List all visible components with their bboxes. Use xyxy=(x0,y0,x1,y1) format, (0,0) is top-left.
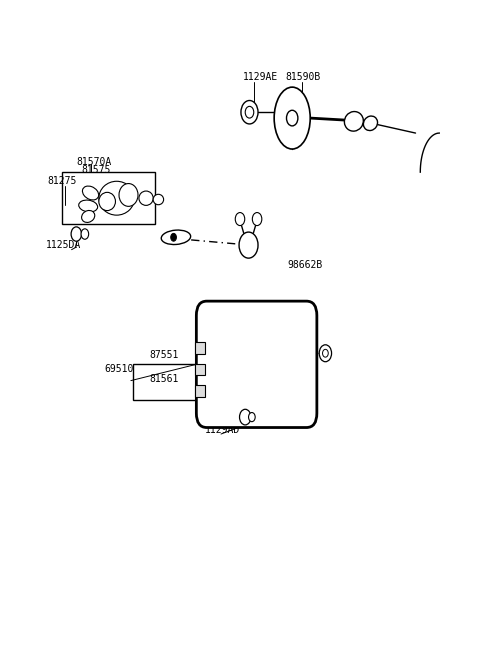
Circle shape xyxy=(171,233,177,241)
Bar xyxy=(133,365,207,400)
Circle shape xyxy=(240,409,251,425)
Text: 1125DA: 1125DA xyxy=(46,240,81,250)
Ellipse shape xyxy=(119,183,138,206)
Ellipse shape xyxy=(161,230,191,244)
Ellipse shape xyxy=(274,87,310,149)
Text: 1129AE: 1129AE xyxy=(242,72,277,82)
Circle shape xyxy=(287,110,298,126)
Circle shape xyxy=(239,232,258,258)
Ellipse shape xyxy=(82,210,95,223)
Circle shape xyxy=(235,213,245,225)
Text: 69510: 69510 xyxy=(105,364,134,374)
Circle shape xyxy=(71,227,82,241)
Ellipse shape xyxy=(139,191,153,206)
Circle shape xyxy=(249,413,255,422)
Bar xyxy=(195,385,205,397)
Text: 87551: 87551 xyxy=(150,350,179,360)
Ellipse shape xyxy=(363,116,378,131)
Circle shape xyxy=(81,229,89,239)
Text: 81561: 81561 xyxy=(150,374,179,384)
Ellipse shape xyxy=(99,181,134,215)
Text: 81570A: 81570A xyxy=(76,157,111,167)
Text: 81590B: 81590B xyxy=(285,72,320,82)
Ellipse shape xyxy=(153,194,164,205)
Ellipse shape xyxy=(79,200,97,212)
Circle shape xyxy=(323,350,328,357)
Text: 98662B: 98662B xyxy=(288,260,323,270)
Circle shape xyxy=(241,101,258,124)
Bar xyxy=(195,342,205,354)
FancyBboxPatch shape xyxy=(196,301,317,428)
Ellipse shape xyxy=(99,193,116,211)
Text: 81275: 81275 xyxy=(48,177,77,187)
Text: 1129AD: 1129AD xyxy=(204,425,240,436)
Circle shape xyxy=(252,213,262,225)
Circle shape xyxy=(319,345,332,362)
Circle shape xyxy=(245,106,254,118)
Text: 81575: 81575 xyxy=(81,166,110,175)
Bar xyxy=(62,172,155,224)
Bar xyxy=(195,364,205,375)
Ellipse shape xyxy=(83,186,99,200)
Ellipse shape xyxy=(344,112,363,131)
